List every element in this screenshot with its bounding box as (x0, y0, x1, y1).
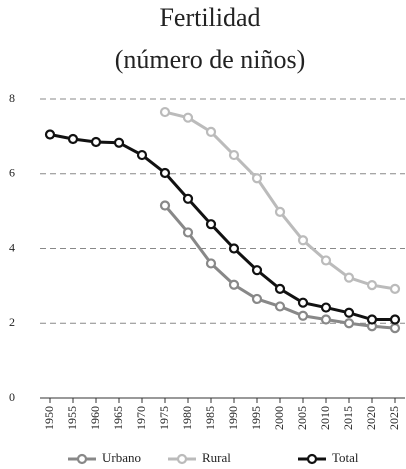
legend-item: Rural (168, 450, 231, 465)
x-tick-label: 1965 (111, 406, 125, 430)
point (205, 219, 217, 230)
point (389, 283, 401, 294)
point (389, 323, 401, 334)
chart-title: Fertilidad (159, 3, 260, 32)
x-tick-label: 2010 (318, 406, 332, 430)
y-tick-label: 4 (9, 240, 15, 254)
point (67, 133, 79, 145)
point (343, 307, 355, 318)
point (136, 149, 148, 161)
point (320, 255, 332, 266)
point (297, 297, 309, 308)
point (182, 193, 194, 204)
y-tick-label: 2 (9, 315, 15, 329)
point (297, 235, 309, 246)
point (182, 112, 194, 123)
x-tick-label: 1990 (226, 406, 240, 430)
x-tick-label: 1985 (203, 406, 217, 430)
point (343, 272, 355, 283)
y-tick-label: 6 (9, 166, 15, 180)
point (205, 258, 217, 269)
point (274, 206, 286, 217)
series-line (49, 133, 395, 322)
series-line (164, 110, 396, 291)
point (320, 314, 332, 325)
legend-label: Urbano (102, 450, 141, 465)
point (113, 137, 125, 148)
x-tick-label: 1995 (249, 406, 263, 430)
x-tick-label: 2015 (341, 406, 355, 430)
x-tick-label: 1975 (157, 406, 171, 430)
point (297, 310, 309, 321)
point (320, 302, 332, 313)
x-tick-label: 2025 (387, 406, 401, 430)
x-tick-label: 2005 (295, 406, 309, 430)
x-tick-label: 1960 (88, 406, 102, 430)
point (205, 126, 217, 137)
point (343, 318, 355, 329)
point (389, 314, 401, 325)
point (90, 136, 102, 148)
point (228, 149, 240, 161)
point (159, 200, 171, 211)
point (228, 279, 240, 290)
x-tick-label: 1970 (134, 406, 148, 430)
point (228, 243, 240, 254)
x-tick-label: 2000 (272, 406, 286, 430)
legend-item: Total (298, 450, 359, 465)
point (44, 129, 56, 140)
point (159, 106, 171, 118)
point (251, 173, 263, 184)
x-tick-label: 1950 (42, 406, 56, 430)
x-tick-label: 1980 (180, 406, 194, 430)
y-tick-label: 0 (9, 390, 15, 404)
point (366, 314, 378, 325)
point (274, 301, 286, 312)
point (251, 293, 263, 305)
chart-title: (número de niños) (115, 45, 306, 74)
point (182, 227, 194, 238)
point (159, 167, 171, 179)
x-tick-label: 1955 (65, 406, 79, 430)
legend-marker (306, 453, 318, 465)
point (251, 265, 263, 276)
legend-marker (76, 453, 88, 465)
legend-label: Rural (202, 450, 231, 465)
point (366, 280, 378, 291)
legend-marker (176, 453, 188, 465)
x-tick-label: 2020 (364, 406, 378, 430)
legend-item: Urbano (68, 450, 141, 465)
point (274, 283, 286, 294)
y-tick-label: 8 (9, 91, 15, 105)
legend-label: Total (332, 450, 359, 465)
